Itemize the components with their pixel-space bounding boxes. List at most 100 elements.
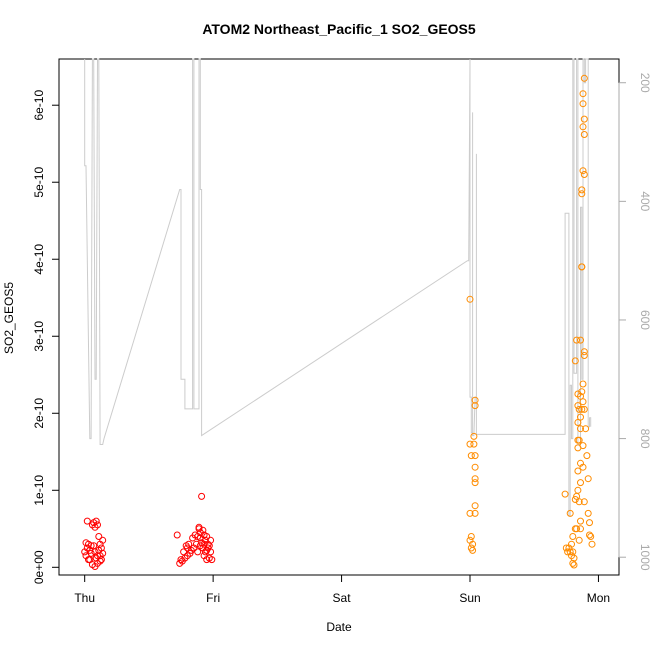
data-point	[580, 348, 588, 356]
y2-axis: 200 400 600 800 1000	[618, 73, 650, 571]
y2-tick-label: 600	[638, 310, 650, 330]
data-point	[200, 531, 208, 539]
data-point	[579, 442, 587, 450]
data-point	[570, 561, 578, 569]
data-point	[580, 352, 588, 359]
pressure-line	[84, 58, 592, 517]
data-point	[575, 405, 583, 413]
x-tick-label: Thu	[74, 591, 95, 605]
data-point	[467, 452, 475, 460]
data-point	[469, 540, 477, 548]
data-point	[466, 509, 474, 517]
y2-tick-label: 400	[638, 191, 650, 211]
data-point	[566, 509, 574, 517]
data-point	[579, 123, 587, 131]
data-point	[577, 479, 584, 487]
data-point	[471, 502, 479, 510]
data-point	[587, 533, 595, 540]
data-point	[577, 525, 584, 533]
data-point	[578, 405, 586, 413]
data-point	[207, 536, 215, 544]
data-point	[203, 546, 211, 554]
data-point	[583, 452, 591, 460]
data-point	[471, 479, 479, 487]
data-point	[578, 190, 586, 198]
data-point	[471, 402, 479, 410]
data-point	[173, 531, 181, 539]
data-point	[96, 552, 104, 560]
data-point	[577, 413, 584, 421]
data-point	[579, 167, 587, 175]
y-tick-label: 3e-10	[32, 321, 46, 352]
chart-title: ATOM2 Northeast_Pacific_1 SO2_GEOS5	[202, 21, 476, 37]
data-point	[180, 548, 188, 556]
data-point	[588, 540, 596, 548]
y2-tick-label: 1000	[638, 544, 650, 571]
data-point	[575, 498, 583, 506]
data-point	[577, 517, 584, 525]
data-point	[575, 536, 583, 544]
data-point	[471, 475, 479, 483]
y-tick-label: 1e-10	[32, 475, 46, 506]
data-point	[87, 549, 95, 557]
data-point	[580, 498, 588, 506]
data-point	[470, 440, 478, 448]
data-point	[195, 523, 203, 531]
x-tick-label: Sun	[459, 591, 480, 605]
data-point	[95, 533, 103, 540]
data-point	[471, 463, 479, 471]
data-point	[569, 533, 577, 540]
data-point	[578, 186, 586, 194]
data-point	[580, 171, 588, 178]
data-point	[466, 440, 474, 448]
y2-tick-label: 800	[638, 429, 650, 449]
x-tick-label: Fri	[206, 591, 220, 605]
x-tick-label: Mon	[587, 591, 610, 605]
data-point	[208, 556, 216, 564]
data-point	[94, 559, 101, 567]
plot-frame	[58, 58, 620, 576]
data-point	[584, 509, 592, 517]
y-axis: 0e+00 1e-10 2e-10 3e-10 4e-10 5e-10 6e-10	[32, 90, 60, 584]
data-point	[467, 533, 475, 540]
y-tick-label: 2e-10	[32, 398, 46, 429]
x-axis-label: Date	[326, 620, 352, 634]
data-point	[570, 554, 578, 562]
data-point	[580, 74, 588, 82]
data-point	[470, 432, 478, 440]
data-point	[579, 90, 587, 98]
data-point	[586, 531, 593, 539]
y-axis-label: SO2_GEOS5	[2, 282, 16, 354]
data-point	[177, 556, 185, 564]
data-point	[82, 539, 90, 547]
data-point	[198, 492, 206, 500]
data-point	[569, 559, 577, 567]
data-point	[564, 548, 572, 556]
data-point	[580, 405, 588, 413]
data-point	[87, 542, 95, 550]
data-point	[574, 402, 582, 410]
data-point	[194, 548, 202, 556]
data-point	[579, 463, 587, 471]
data-point	[207, 548, 215, 556]
data-point	[471, 509, 479, 517]
y-tick-label: 6e-10	[32, 90, 46, 121]
data-point	[579, 398, 587, 406]
data-point	[562, 544, 570, 552]
data-point	[471, 396, 479, 404]
data-point	[577, 425, 584, 433]
data-point	[579, 380, 587, 388]
data-point	[582, 425, 590, 433]
data-point	[580, 131, 588, 138]
data-point	[574, 486, 582, 494]
y-tick-label: 4e-10	[32, 244, 46, 275]
data-point	[579, 100, 587, 108]
data-point	[578, 263, 586, 271]
data-point	[573, 525, 581, 533]
data-point	[99, 536, 107, 544]
data-point	[85, 556, 92, 564]
data-point	[466, 295, 474, 303]
data-point	[92, 517, 100, 525]
data-point	[584, 475, 592, 483]
